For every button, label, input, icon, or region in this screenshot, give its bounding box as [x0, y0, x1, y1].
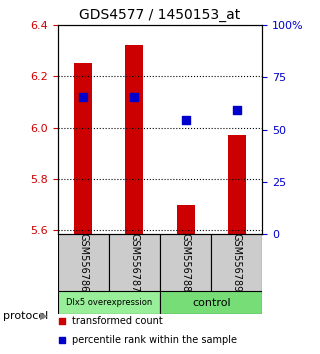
FancyBboxPatch shape [160, 234, 211, 291]
Point [195, 94, 200, 100]
Point [132, 94, 137, 99]
Text: percentile rank within the sample: percentile rank within the sample [72, 335, 237, 345]
Text: protocol: protocol [3, 311, 48, 321]
Bar [177, 205, 195, 234]
Text: control: control [192, 298, 230, 308]
FancyBboxPatch shape [211, 234, 262, 291]
Text: ▶: ▶ [40, 311, 47, 321]
Text: GSM556789: GSM556789 [232, 233, 242, 292]
Point [183, 117, 188, 123]
Bar [125, 45, 143, 234]
Point [81, 94, 86, 99]
FancyBboxPatch shape [109, 234, 160, 291]
Text: GSM556787: GSM556787 [129, 233, 140, 292]
Text: transformed count: transformed count [72, 316, 163, 326]
Point [234, 107, 239, 113]
Bar [74, 63, 92, 234]
Text: Dlx5 overexpression: Dlx5 overexpression [66, 298, 152, 307]
FancyBboxPatch shape [58, 291, 160, 314]
Bar [228, 135, 246, 234]
FancyBboxPatch shape [160, 291, 262, 314]
Title: GDS4577 / 1450153_at: GDS4577 / 1450153_at [79, 8, 241, 22]
Point [195, 262, 200, 267]
FancyBboxPatch shape [58, 234, 109, 291]
Text: GSM556786: GSM556786 [78, 233, 88, 292]
Text: GSM556788: GSM556788 [180, 233, 191, 292]
